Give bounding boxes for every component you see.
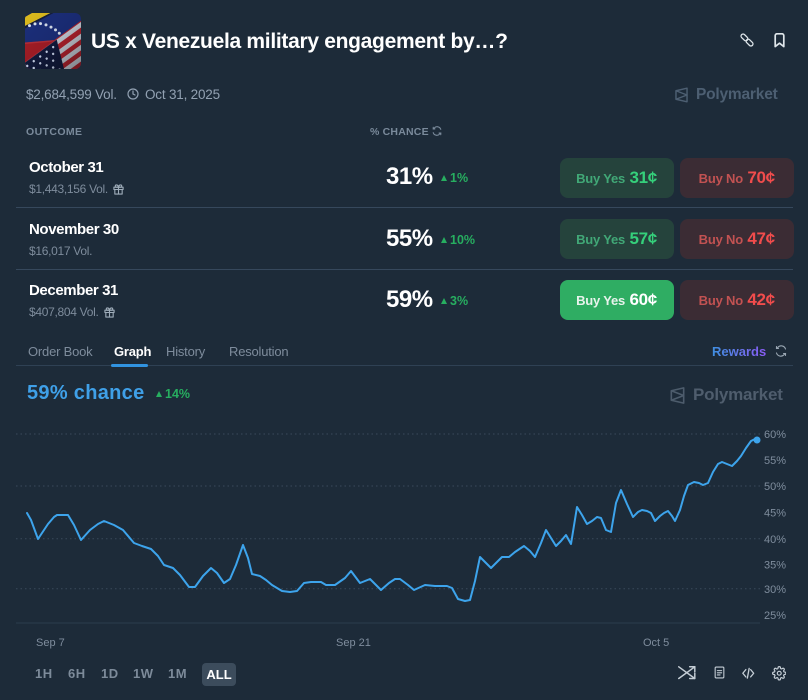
svg-text:40%: 40% [764,534,786,546]
svg-text:55%: 55% [764,455,786,467]
svg-text:Sep 7: Sep 7 [36,637,65,649]
svg-text:Oct 5: Oct 5 [643,637,669,649]
svg-text:45%: 45% [764,508,786,520]
svg-text:35%: 35% [764,560,786,572]
svg-text:Sep 21: Sep 21 [336,637,371,649]
svg-text:60%: 60% [764,429,786,441]
svg-text:50%: 50% [764,481,786,493]
svg-text:25%: 25% [764,610,786,622]
svg-text:30%: 30% [764,584,786,596]
